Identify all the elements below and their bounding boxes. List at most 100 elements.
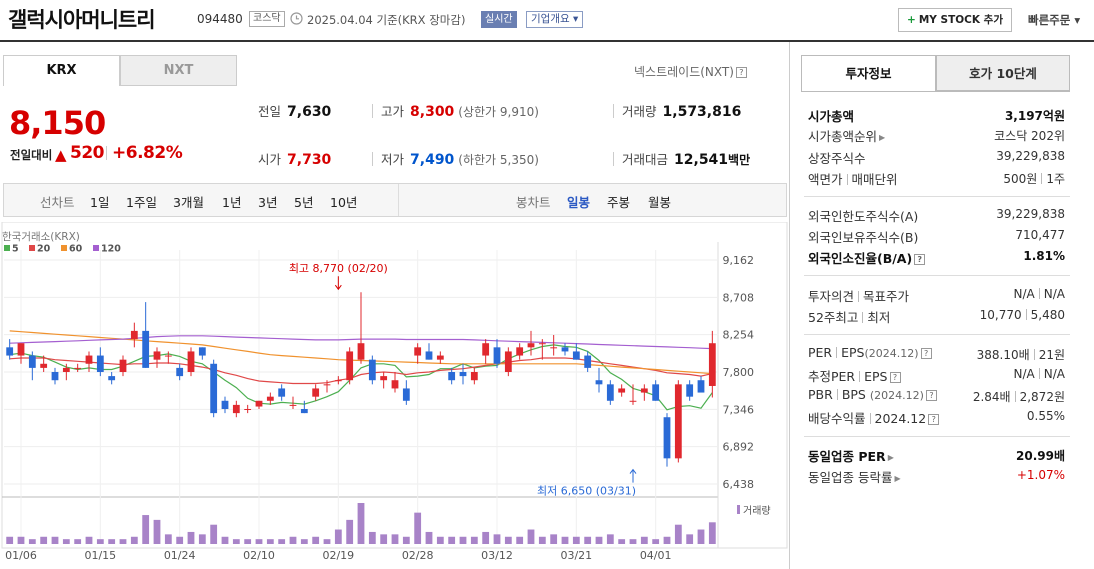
info-value-part: 388.10배 bbox=[976, 348, 1030, 362]
info-row-foreign-limit: 외국인한도주식수(A) 39,229,838 bbox=[808, 206, 1065, 226]
divider bbox=[1033, 349, 1035, 360]
period-5y[interactable]: 5년 bbox=[294, 195, 314, 210]
info-key: 동일업종 PER ▶ bbox=[808, 446, 894, 465]
candle-body bbox=[459, 372, 467, 377]
volume-legend-swatch bbox=[737, 505, 740, 514]
change-percent: +6.82% bbox=[112, 143, 183, 163]
info-value: 500원 1주 bbox=[1003, 170, 1065, 187]
divider bbox=[372, 104, 373, 118]
volume-bar bbox=[244, 539, 252, 544]
candle-weekly[interactable]: 주봉 bbox=[607, 195, 631, 210]
stock-code: 094480 bbox=[197, 12, 243, 26]
divider bbox=[804, 196, 1070, 197]
volume-bar bbox=[6, 536, 14, 544]
candle-body bbox=[300, 409, 308, 414]
help-icon[interactable]: ? bbox=[920, 348, 932, 359]
period-1y[interactable]: 1년 bbox=[222, 195, 242, 210]
volume-bar bbox=[62, 539, 70, 544]
info-row-pbr: PBR BPS (2024.12)? 2.84배 2,872원 bbox=[808, 387, 1065, 407]
info-row-sector-rate[interactable]: 동일업종 등락률 ▶ +1.07% bbox=[808, 467, 1065, 487]
divider bbox=[859, 371, 861, 382]
period-3m[interactable]: 3개월 bbox=[173, 195, 204, 210]
realtime-badge[interactable]: 실시간 bbox=[481, 11, 517, 28]
help-icon[interactable]: ? bbox=[925, 390, 937, 401]
candle-body bbox=[312, 388, 320, 397]
upper-limit: (상한가 9,910) bbox=[458, 105, 539, 119]
volume-bar bbox=[663, 536, 671, 544]
candle-body bbox=[96, 355, 104, 372]
divider bbox=[804, 275, 1070, 276]
info-key-label: 투자의견 bbox=[808, 289, 855, 304]
candle-body bbox=[448, 372, 456, 381]
candle-body bbox=[618, 388, 626, 393]
candle-body bbox=[708, 343, 716, 386]
info-row-opinion: 투자의견 목표주가 N/A N/A bbox=[808, 286, 1065, 306]
caret-right-icon: ▶ bbox=[887, 453, 894, 462]
info-value-part: 500원 bbox=[1003, 172, 1038, 186]
candle-monthly[interactable]: 월봉 bbox=[648, 195, 672, 210]
volume-bar bbox=[572, 536, 580, 544]
volume-bar bbox=[17, 536, 25, 544]
company-overview-dropdown[interactable]: 기업개요 ▾ bbox=[526, 11, 584, 28]
volume-bar bbox=[164, 534, 172, 544]
period-1d[interactable]: 1일 bbox=[90, 195, 110, 210]
volume-bar bbox=[674, 524, 682, 544]
volume-bar bbox=[708, 522, 716, 544]
volume-bar bbox=[255, 539, 263, 544]
help-icon[interactable]: ? bbox=[889, 372, 901, 383]
divider bbox=[869, 413, 871, 424]
info-value: 2.84배 2,872원 bbox=[973, 388, 1065, 405]
tab-order-book-10[interactable]: 호가 10단계 bbox=[936, 55, 1070, 91]
period-1w[interactable]: 1주일 bbox=[126, 195, 157, 210]
info-key-period: (2024.12) bbox=[864, 347, 919, 360]
info-key: 투자의견 목표주가 bbox=[808, 286, 909, 305]
info-row-sector-per[interactable]: 동일업종 PER ▶ 20.99배 bbox=[808, 446, 1065, 466]
volume-bar bbox=[198, 534, 206, 544]
candle-body bbox=[17, 343, 25, 356]
tab-investment-info[interactable]: 투자정보 bbox=[801, 55, 936, 91]
quote-open: 시가 7,730 bbox=[258, 149, 331, 168]
info-value-part: 2.84배 bbox=[972, 390, 1011, 404]
divider bbox=[613, 104, 614, 118]
info-key-label: 배당수익률 bbox=[808, 411, 866, 426]
candle-body bbox=[244, 409, 252, 411]
candle-daily[interactable]: 일봉 bbox=[567, 195, 591, 210]
add-my-stock-button[interactable]: + MY STOCK 추가 bbox=[898, 8, 1012, 32]
help-icon[interactable]: ? bbox=[914, 254, 926, 265]
info-key: 시가총액 bbox=[808, 109, 855, 124]
divider bbox=[789, 42, 790, 569]
change-amount: 520 bbox=[70, 143, 105, 163]
info-row-mcap-rank[interactable]: 시가총액순위 ▶ 코스닥 202위 bbox=[808, 126, 1065, 146]
help-icon[interactable]: ? bbox=[928, 414, 940, 425]
candle-body bbox=[391, 380, 399, 389]
candle-body bbox=[516, 347, 524, 356]
info-value-part: 1주 bbox=[1046, 172, 1065, 186]
help-icon[interactable]: ? bbox=[735, 67, 747, 78]
candle-body bbox=[572, 351, 580, 360]
period-10y[interactable]: 10년 bbox=[330, 195, 358, 210]
candle-body bbox=[368, 359, 376, 381]
x-tick-label: 03/21 bbox=[560, 549, 592, 562]
lower-limit: (하한가 5,350) bbox=[458, 153, 539, 167]
volume-bar bbox=[538, 536, 546, 544]
volume-bar bbox=[368, 531, 376, 544]
period-3y[interactable]: 3년 bbox=[258, 195, 278, 210]
volume-bar bbox=[550, 534, 558, 544]
info-value: 0.55% bbox=[1026, 409, 1065, 423]
quick-order-dropdown[interactable]: 빠른주문 ▾ bbox=[1028, 13, 1081, 27]
info-key: 외국인한도주식수(A) bbox=[808, 209, 919, 224]
candle-body bbox=[470, 372, 478, 381]
price-chart[interactable]: 9,162 8,708 8,254 7,800 7,346 6,892 6,438 01/06… bbox=[0, 222, 790, 569]
info-value-part: N/A bbox=[1043, 367, 1065, 381]
divider bbox=[801, 91, 1070, 92]
volume-bar bbox=[278, 539, 286, 544]
divider bbox=[398, 184, 399, 216]
tab-krx[interactable]: KRX bbox=[3, 55, 120, 86]
tab-nxt[interactable]: NXT bbox=[120, 55, 237, 86]
info-value-part: N/A bbox=[1013, 367, 1035, 381]
quote-amount-unit: 백만 bbox=[728, 153, 751, 167]
legend-label: 5 bbox=[12, 244, 19, 255]
legend-label: 20 bbox=[37, 244, 51, 255]
candle-body bbox=[153, 351, 161, 360]
candle-body bbox=[357, 343, 365, 360]
